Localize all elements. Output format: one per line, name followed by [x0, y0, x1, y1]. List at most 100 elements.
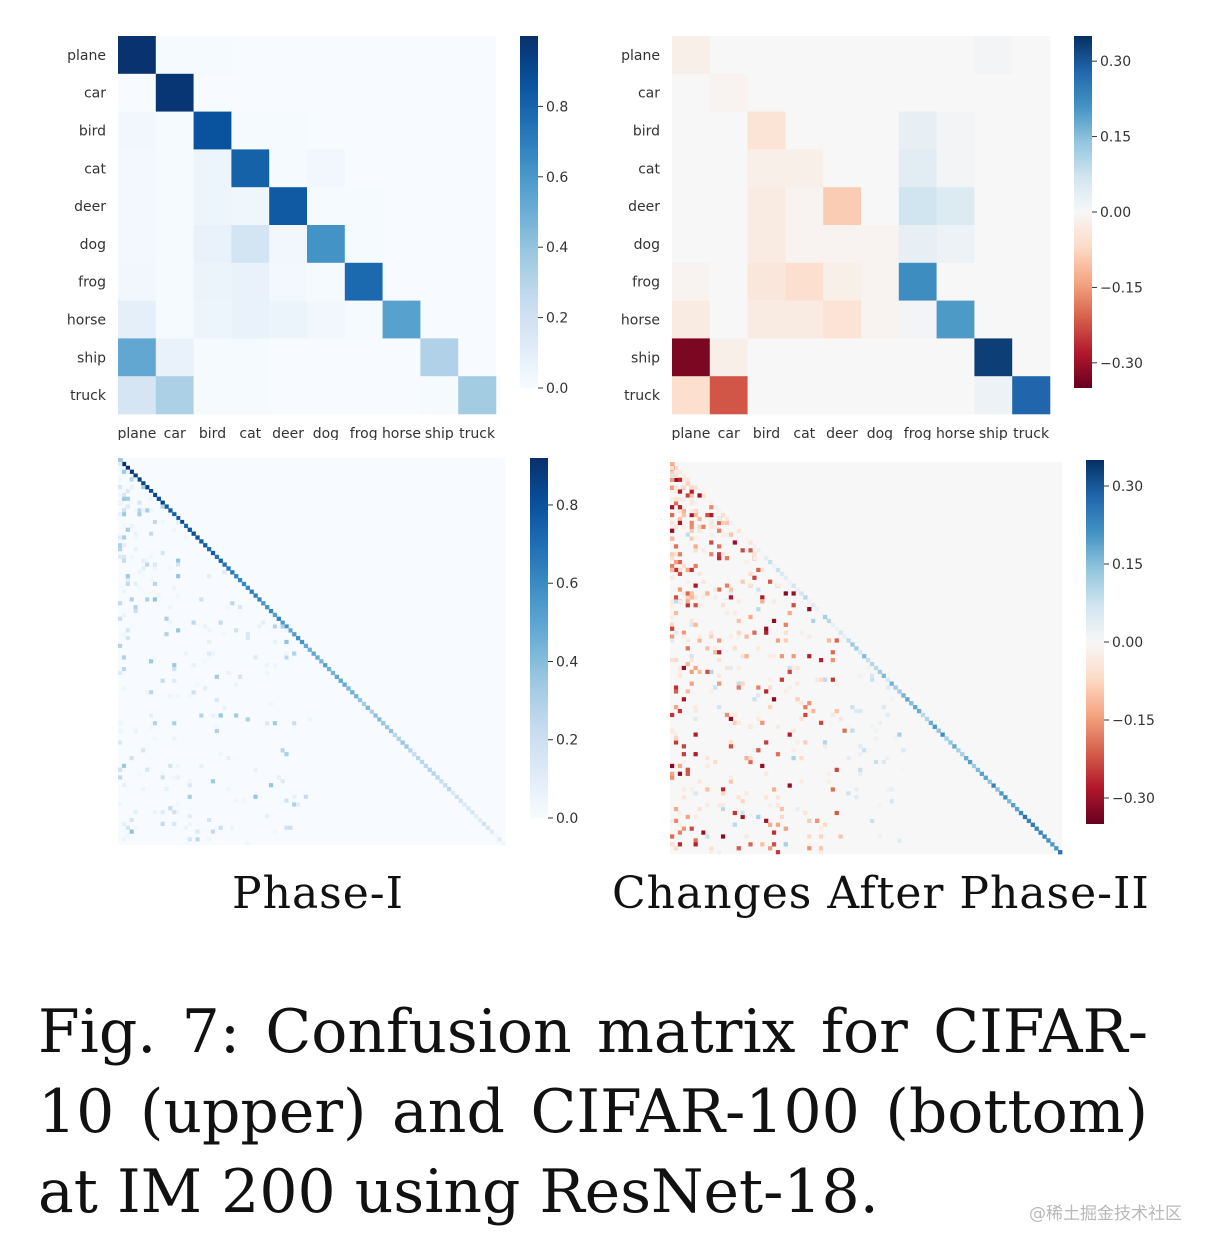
off-diagonal-cell [118, 775, 123, 780]
off-diagonal-cell [673, 473, 679, 478]
off-diagonal-cell [685, 767, 690, 772]
off-diagonal-cell [697, 524, 702, 529]
off-diagonal-cell [728, 532, 734, 537]
off-diagonal-cell [673, 658, 679, 663]
heatmap-cell [898, 338, 937, 377]
off-diagonal-cell [670, 614, 675, 620]
diagonal-cell [1026, 818, 1032, 824]
diagonal-cell [160, 500, 165, 505]
diagonal-cell [121, 461, 127, 467]
off-diagonal-cell [160, 678, 165, 683]
heatmap-cell [898, 225, 937, 264]
off-diagonal-cell [677, 477, 683, 482]
off-diagonal-cell [133, 605, 138, 610]
heatmap-cell [1012, 36, 1051, 75]
off-diagonal-cell [807, 654, 812, 659]
colorbar-tick-label: 0.15 [1112, 557, 1143, 573]
off-diagonal-cell [791, 748, 796, 753]
off-diagonal-cell [148, 531, 154, 536]
off-diagonal-cell [693, 716, 698, 722]
heatmap-cell [747, 338, 786, 377]
off-diagonal-cell [877, 834, 882, 839]
off-diagonal-cell [756, 607, 761, 612]
diagonal-cell [795, 587, 800, 592]
off-diagonal-cell [670, 603, 675, 608]
off-diagonal-cell [736, 618, 741, 624]
off-diagonal-cell [697, 806, 702, 812]
off-diagonal-cell [897, 838, 902, 843]
off-diagonal-cell [713, 650, 718, 655]
heatmap-cell [974, 187, 1013, 226]
off-diagonal-cell [203, 624, 208, 629]
heatmap-cell [974, 376, 1013, 415]
off-diagonal-cell [145, 767, 150, 772]
colorbar [1086, 460, 1104, 824]
off-diagonal-cell [673, 560, 679, 565]
off-diagonal-cell [176, 775, 181, 780]
off-diagonal-cell [207, 655, 212, 660]
diagonal-cell [125, 465, 131, 471]
off-diagonal-cell [257, 624, 262, 629]
diagonal-cell [877, 669, 883, 675]
heatmap-cell [344, 262, 383, 301]
off-diagonal-cell [121, 469, 127, 474]
off-diagonal-cell [280, 624, 285, 629]
off-diagonal-cell [728, 779, 734, 784]
heatmap-cell [898, 73, 937, 112]
off-diagonal-cell [268, 783, 274, 788]
heatmap-cell [709, 187, 748, 226]
heatmap-cell [861, 262, 900, 301]
x-tick-label: bird [753, 426, 780, 440]
off-diagonal-cell [709, 505, 714, 510]
off-diagonal-cell [265, 721, 270, 726]
diagonal-cell [913, 705, 918, 710]
heatmap-cell [307, 338, 346, 377]
off-diagonal-cell [681, 697, 686, 702]
heatmap-cell [823, 262, 862, 301]
heatmap-cell [155, 262, 194, 301]
colorbar [520, 36, 538, 388]
off-diagonal-cell [677, 489, 683, 494]
off-diagonal-cell [846, 791, 851, 796]
off-diagonal-cell [756, 685, 761, 690]
off-diagonal-cell [670, 536, 675, 541]
off-diagonal-cell [121, 632, 127, 637]
colorbar-tick-label: 0.8 [556, 498, 578, 514]
off-diagonal-cell [670, 524, 675, 529]
off-diagonal-cell [752, 748, 757, 753]
y-tick-label: dog [634, 237, 660, 253]
off-diagonal-cell [740, 681, 745, 686]
off-diagonal-cell [129, 597, 134, 602]
off-diagonal-cell [191, 620, 196, 625]
colorbar-tick-label: 0.30 [1112, 479, 1143, 495]
off-diagonal-cell [129, 755, 134, 761]
off-diagonal-cell [760, 567, 765, 573]
off-diagonal-cell [689, 493, 694, 498]
diagonal-cell [369, 709, 374, 714]
off-diagonal-cell [222, 632, 227, 637]
off-diagonal-cell [709, 669, 714, 674]
y-tick-label: truck [70, 388, 107, 404]
diagonal-cell [764, 556, 769, 561]
off-diagonal-cell [689, 681, 694, 686]
off-diagonal-cell [701, 830, 706, 835]
off-diagonal-cell [673, 818, 679, 823]
off-diagonal-cell [693, 665, 698, 671]
off-diagonal-cell [787, 610, 792, 616]
heatmap-cell [307, 111, 346, 150]
off-diagonal-cell [677, 571, 683, 576]
off-diagonal-cell [873, 728, 879, 733]
off-diagonal-cell [791, 654, 796, 659]
heatmap-cell [420, 300, 459, 339]
heatmap-cell [974, 36, 1013, 75]
off-diagonal-cell [822, 677, 828, 682]
heatmap-cell [974, 111, 1013, 150]
diagonal-cell [388, 728, 394, 734]
heatmap-cell [458, 300, 497, 339]
diagonal-cell [681, 473, 687, 479]
off-diagonal-cell [677, 599, 683, 604]
heatmap-cell [231, 187, 270, 226]
heatmap-cell [118, 376, 157, 415]
heatmap-cell [118, 300, 157, 339]
diagonal-cell [377, 717, 382, 722]
